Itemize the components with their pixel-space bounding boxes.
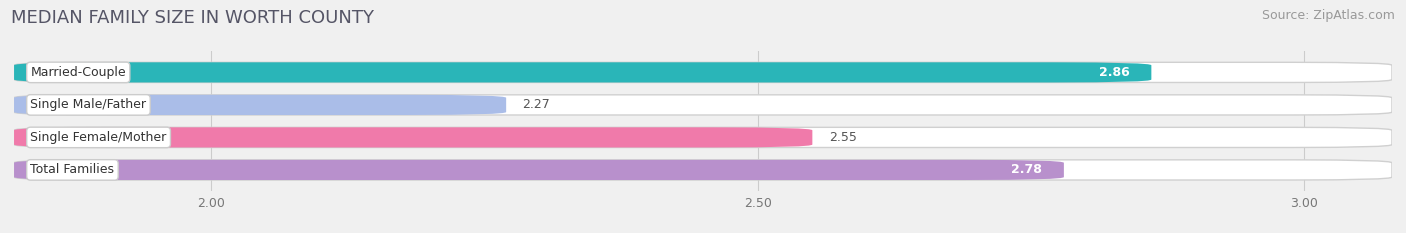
Text: 2.55: 2.55 (828, 131, 856, 144)
Text: Total Families: Total Families (31, 163, 114, 176)
Text: 2.27: 2.27 (523, 98, 550, 111)
Text: MEDIAN FAMILY SIZE IN WORTH COUNTY: MEDIAN FAMILY SIZE IN WORTH COUNTY (11, 9, 374, 27)
FancyBboxPatch shape (14, 127, 813, 147)
Text: Married-Couple: Married-Couple (31, 66, 127, 79)
FancyBboxPatch shape (14, 62, 1392, 82)
FancyBboxPatch shape (14, 160, 1064, 180)
FancyBboxPatch shape (14, 127, 1392, 147)
FancyBboxPatch shape (14, 160, 1392, 180)
FancyBboxPatch shape (14, 95, 506, 115)
Text: 2.78: 2.78 (1011, 163, 1042, 176)
Text: Source: ZipAtlas.com: Source: ZipAtlas.com (1261, 9, 1395, 22)
Text: Single Male/Father: Single Male/Father (31, 98, 146, 111)
FancyBboxPatch shape (14, 62, 1152, 82)
FancyBboxPatch shape (14, 95, 1392, 115)
Text: 2.86: 2.86 (1098, 66, 1129, 79)
Text: Single Female/Mother: Single Female/Mother (31, 131, 167, 144)
